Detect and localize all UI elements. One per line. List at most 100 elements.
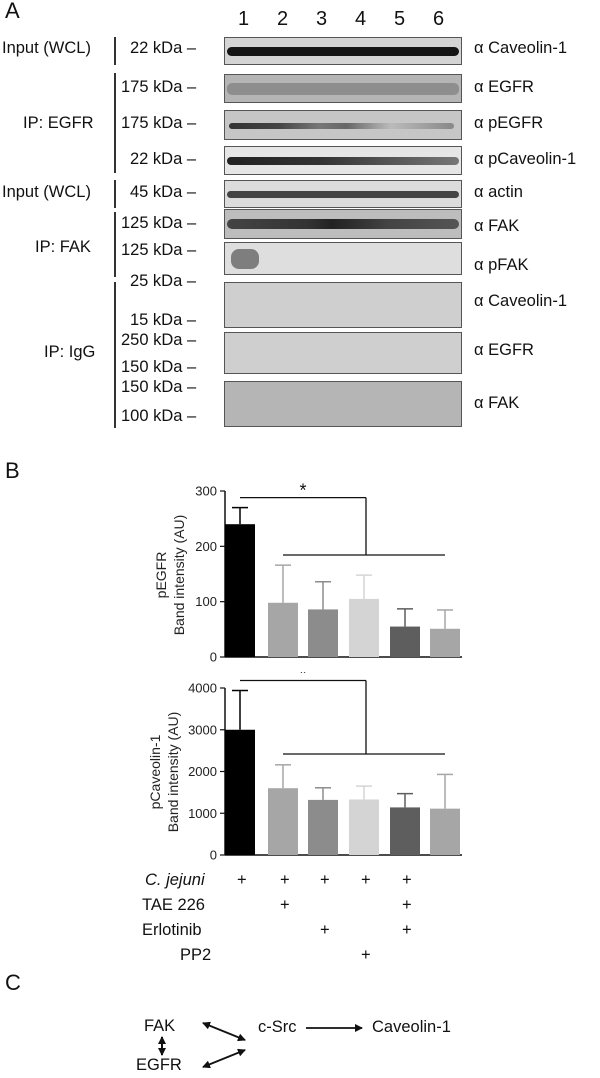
arrow-egfr-csrc [202,1048,246,1069]
y-tick-label: 300 [195,484,217,499]
group-label-ip-fak: IP: FAK [35,238,91,256]
blot-strip-actin [224,180,462,208]
chart-pegfr: pEGFR Band intensity (AU) 0 100 200 300 * [153,481,462,665]
antibody-label: α pCaveolin-1 [474,150,577,168]
treatment-mark: + [280,871,290,889]
group-bracket [114,212,116,277]
mw-marker: 150 kDa – [121,358,197,376]
chart-pcaveolin: pCaveolin-1 Band intensity (AU) 0 1000 200… [147,672,462,863]
mw-marker: 45 kDa – [130,183,197,201]
node-egfr: EGFR [136,1056,182,1074]
blot-strip-igg-fak [224,381,462,427]
group-label-input-wcl-2: Input (WCL) [2,183,91,201]
antibody-label: α FAK [474,394,520,412]
lane-number: 2 [277,8,289,30]
y-tick-label: 1000 [188,806,217,821]
lane-number: 1 [238,8,250,30]
group-label-ip-egfr: IP: EGFR [23,114,94,132]
antibody-label: α FAK [474,217,520,235]
bar [430,628,460,657]
treatment-mark: + [361,946,371,964]
mw-marker: 125 kDa – [121,214,197,232]
blot-strip-caveolin [224,37,462,65]
group-label-ip-igg: IP: IgG [44,343,96,361]
mw-marker: 15 kDa – [130,311,197,329]
treatment-label: C. jejuni [145,871,205,889]
significance-star: * [299,672,306,684]
treatment-mark: + [237,871,247,889]
lane-number: 6 [433,8,445,30]
y-tick-label: 2000 [188,764,217,779]
treatment-mark: + [320,871,330,889]
bar [225,524,255,657]
y-tick-label: 0 [210,848,217,863]
treatment-label: PP2 [180,946,212,964]
antibody-label: α pEGFR [474,114,544,132]
mw-marker: 25 kDa – [130,272,197,290]
bar [308,609,338,657]
blot-strip-pfak [224,242,462,275]
treatment-mark: + [402,871,412,889]
y-axis-label-line1: pEGFR [153,552,169,599]
antibody-label: α Caveolin-1 [474,292,567,310]
blot-strip-fak [224,209,462,239]
bar [430,808,460,855]
y-tick-label: 3000 [188,722,217,737]
y-tick-label: 200 [195,539,217,554]
bar [225,729,255,855]
y-tick-label: 0 [210,650,217,665]
antibody-label: α EGFR [474,341,534,359]
node-caveolin: Caveolin-1 [372,1018,451,1036]
y-axis-label-line1: pCaveolin-1 [147,734,163,809]
blot-strip-pegfr [224,110,462,140]
antibody-label: α pFAK [474,256,529,274]
bar [268,602,298,657]
mw-marker: 100 kDa – [121,407,197,425]
group-bracket [114,73,116,173]
node-csrc: c-Src [258,1018,297,1036]
y-axis-label-line2: Band intensity (AU) [165,712,181,833]
group-bracket [114,37,116,65]
mw-marker: 250 kDa – [121,331,197,349]
bar [308,799,338,855]
group-label-input-wcl: Input (WCL) [2,39,91,57]
treatment-mark: + [320,921,330,939]
bar [390,626,420,657]
group-bracket [114,180,116,208]
bar [390,807,420,855]
antibody-label: α Caveolin-1 [474,39,567,57]
lane-number: 3 [316,8,328,30]
lane-number: 4 [355,8,367,30]
y-tick-label: 4000 [188,681,217,696]
treatment-mark: + [402,896,412,914]
y-tick-label: 100 [195,594,217,609]
treatment-label: Erlotinib [142,921,202,939]
blot-strip-igg-caveolin [224,282,462,328]
y-axis-label-line2: Band intensity (AU) [171,515,187,636]
significance-star: * [299,481,306,501]
mw-marker: 22 kDa – [130,39,197,57]
panel-c-letter: C [5,970,21,995]
bar [349,799,379,855]
blot-strip-pcaveolin [224,146,462,175]
mw-marker: 175 kDa – [121,78,197,96]
antibody-label: α actin [474,183,523,201]
mw-marker: 150 kDa – [121,378,197,396]
blot-strip-igg-egfr [224,332,462,374]
bar [268,788,298,855]
treatment-mark: + [361,871,371,889]
panel-b-letter: B [5,458,20,483]
treatment-mark: + [280,896,290,914]
group-bracket [114,282,116,428]
mw-marker: 175 kDa – [121,114,197,132]
lane-number: 5 [394,8,406,30]
antibody-label: α EGFR [474,78,534,96]
treatment-mark: + [402,921,412,939]
mw-marker: 22 kDa – [130,150,197,168]
blot-strip-egfr [224,74,462,103]
pathway-arrows [158,1021,363,1069]
panel-a-letter: A [5,0,20,23]
node-fak: FAK [144,1017,176,1035]
mw-marker: 125 kDa – [121,241,197,259]
arrow-fak-csrc [202,1021,246,1042]
